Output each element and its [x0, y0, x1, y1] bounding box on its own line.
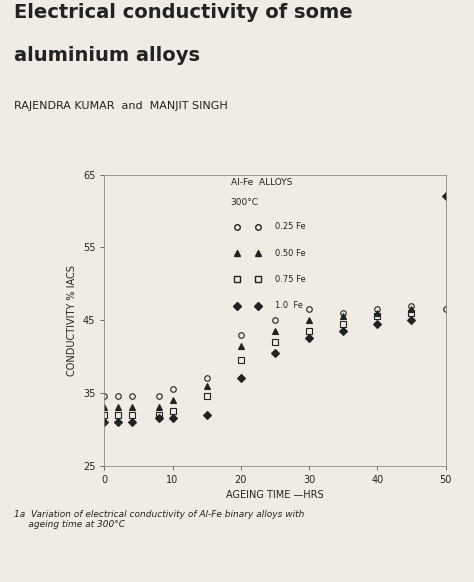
Text: aluminium alloys: aluminium alloys	[14, 45, 200, 65]
Text: 0.75 Fe: 0.75 Fe	[275, 275, 306, 284]
Text: Al-Fe  ALLOYS: Al-Fe ALLOYS	[230, 178, 292, 186]
Text: Electrical conductivity of some: Electrical conductivity of some	[14, 3, 353, 22]
Text: 0.50 Fe: 0.50 Fe	[275, 249, 306, 258]
Text: RAJENDRA KUMAR  and  MANJIT SINGH: RAJENDRA KUMAR and MANJIT SINGH	[14, 101, 228, 111]
Y-axis label: CONDUCTIVITY % IACS: CONDUCTIVITY % IACS	[67, 265, 77, 375]
Text: 1a  Variation of electrical conductivity of Al-Fe binary alloys with
     ageing: 1a Variation of electrical conductivity …	[14, 510, 304, 529]
Text: 1.0  Fe: 1.0 Fe	[275, 301, 303, 310]
Text: 0.25 Fe: 0.25 Fe	[275, 222, 306, 232]
X-axis label: AGEING TIME —HRS: AGEING TIME —HRS	[226, 490, 324, 500]
Text: 300°C: 300°C	[230, 198, 258, 207]
